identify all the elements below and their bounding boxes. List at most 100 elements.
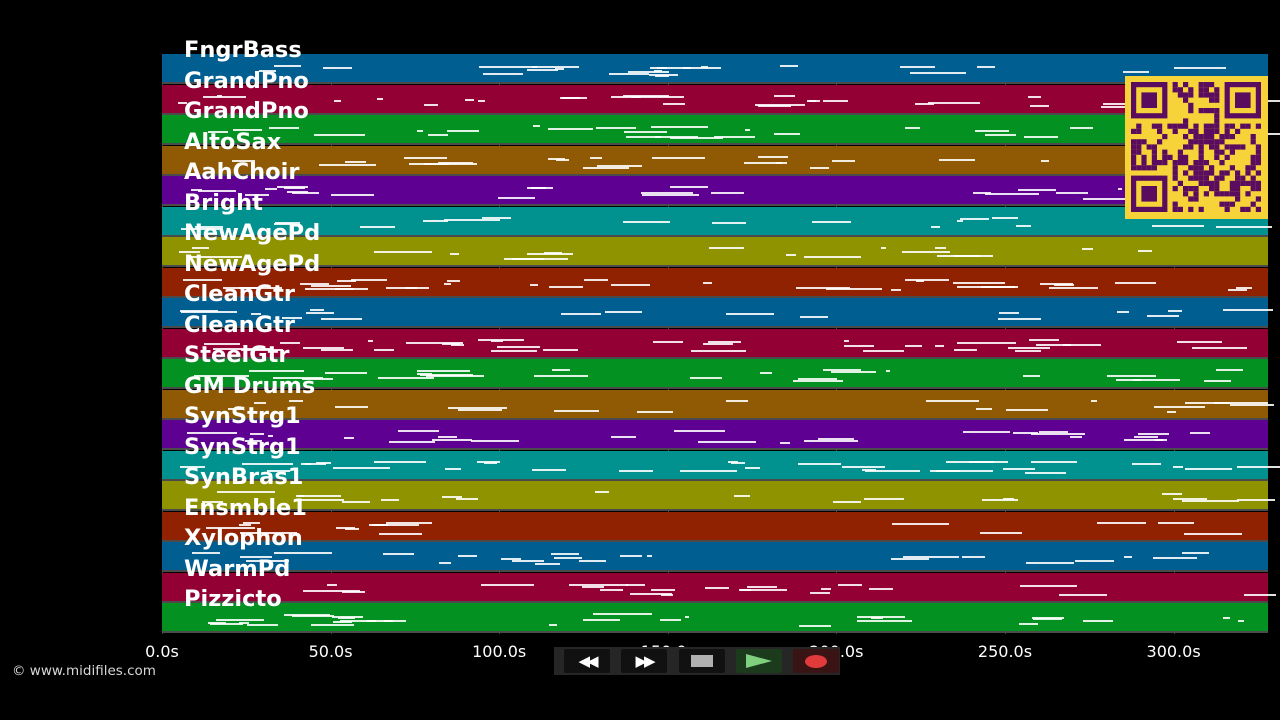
note-mark	[555, 68, 564, 71]
note-mark	[731, 462, 746, 465]
note-mark	[282, 316, 302, 319]
track-lane[interactable]	[162, 542, 1268, 572]
play-button[interactable]	[736, 649, 782, 673]
track-band	[162, 511, 1268, 540]
stop-button[interactable]	[679, 649, 725, 673]
note-mark	[512, 258, 569, 261]
note-mark	[651, 156, 705, 159]
track-separator	[162, 509, 1268, 511]
track-lane[interactable]	[162, 603, 1268, 633]
note-mark	[650, 588, 675, 591]
note-mark	[652, 340, 683, 343]
note-mark	[1082, 197, 1134, 200]
note-mark	[531, 468, 567, 471]
note-mark	[1244, 593, 1277, 596]
track-name: GM Drums	[184, 372, 316, 399]
note-mark	[332, 615, 364, 618]
note-mark	[341, 501, 370, 504]
note-mark	[1036, 343, 1072, 346]
note-mark	[622, 221, 671, 224]
track-lane[interactable]	[162, 237, 1268, 267]
track-lane[interactable]	[162, 572, 1277, 603]
track-separator	[162, 631, 1268, 633]
note-mark	[984, 134, 1017, 137]
fast-forward-button[interactable]: ▶▶	[621, 649, 667, 673]
track-lane[interactable]	[162, 267, 1268, 298]
track-name: AltoSax	[184, 128, 282, 155]
note-mark	[625, 135, 662, 138]
note-mark	[368, 339, 374, 342]
record-button[interactable]	[793, 649, 839, 673]
note-mark	[197, 189, 236, 192]
note-mark	[864, 498, 905, 501]
note-mark	[448, 406, 507, 409]
note-mark	[1039, 283, 1074, 286]
track-lane[interactable]	[162, 115, 1280, 145]
note-mark	[286, 190, 308, 193]
note-mark	[956, 220, 963, 223]
track-lane[interactable]	[162, 54, 1268, 84]
note-mark	[583, 166, 629, 169]
note-mark	[481, 584, 534, 587]
track-lane[interactable]	[162, 511, 1268, 542]
note-mark	[277, 186, 308, 188]
track-lane[interactable]	[162, 450, 1280, 481]
note-mark	[927, 102, 980, 105]
note-mark	[208, 621, 227, 624]
note-mark	[311, 285, 352, 288]
note-mark	[843, 345, 875, 348]
note-mark	[477, 100, 486, 103]
piano-roll[interactable]	[162, 54, 1280, 634]
note-mark	[531, 187, 554, 190]
note-mark	[674, 430, 726, 433]
note-mark	[380, 498, 400, 501]
note-mark	[659, 619, 681, 622]
note-mark	[273, 376, 323, 379]
note-mark	[1181, 499, 1240, 502]
track-lane[interactable]	[162, 298, 1273, 328]
note-mark	[338, 616, 355, 619]
note-mark	[191, 188, 203, 191]
note-mark	[247, 624, 278, 627]
track-lane[interactable]	[162, 359, 1268, 389]
note-mark	[244, 193, 270, 196]
track-band	[162, 267, 1268, 296]
note-mark	[1096, 521, 1147, 524]
track-lane[interactable]	[162, 328, 1268, 359]
rewind-button[interactable]: ◀◀	[564, 649, 610, 673]
track-lane[interactable]	[162, 206, 1272, 237]
note-mark	[326, 584, 338, 587]
track-separator	[162, 387, 1268, 389]
note-mark	[551, 553, 580, 556]
note-mark	[423, 220, 449, 223]
note-mark	[976, 408, 993, 411]
note-mark	[332, 620, 353, 623]
track-lane[interactable]	[162, 481, 1276, 511]
track-name: CleanGtr	[184, 281, 296, 307]
note-mark	[374, 348, 395, 351]
note-mark	[310, 309, 324, 312]
track-separator	[162, 265, 1268, 267]
note-mark	[313, 133, 365, 136]
note-mark	[253, 402, 266, 405]
note-mark	[1005, 408, 1048, 411]
rewind-icon: ◀◀	[578, 652, 598, 670]
track-lane[interactable]	[162, 176, 1268, 206]
note-mark	[250, 313, 262, 316]
note-mark	[305, 287, 354, 290]
track-lane[interactable]	[162, 420, 1268, 450]
copyright-text: © www.midifiles.com	[12, 663, 156, 679]
track-lane[interactable]	[162, 84, 1280, 115]
note-mark	[734, 495, 750, 498]
note-mark	[547, 158, 566, 161]
note-mark	[192, 552, 220, 555]
note-mark	[318, 164, 376, 166]
note-mark	[798, 624, 831, 627]
track-lane[interactable]	[162, 389, 1274, 420]
note-mark	[192, 247, 209, 250]
note-mark	[1216, 369, 1243, 372]
note-mark	[905, 127, 921, 130]
note-mark	[780, 65, 798, 68]
track-lane[interactable]	[162, 145, 1268, 176]
note-mark	[982, 498, 1018, 501]
